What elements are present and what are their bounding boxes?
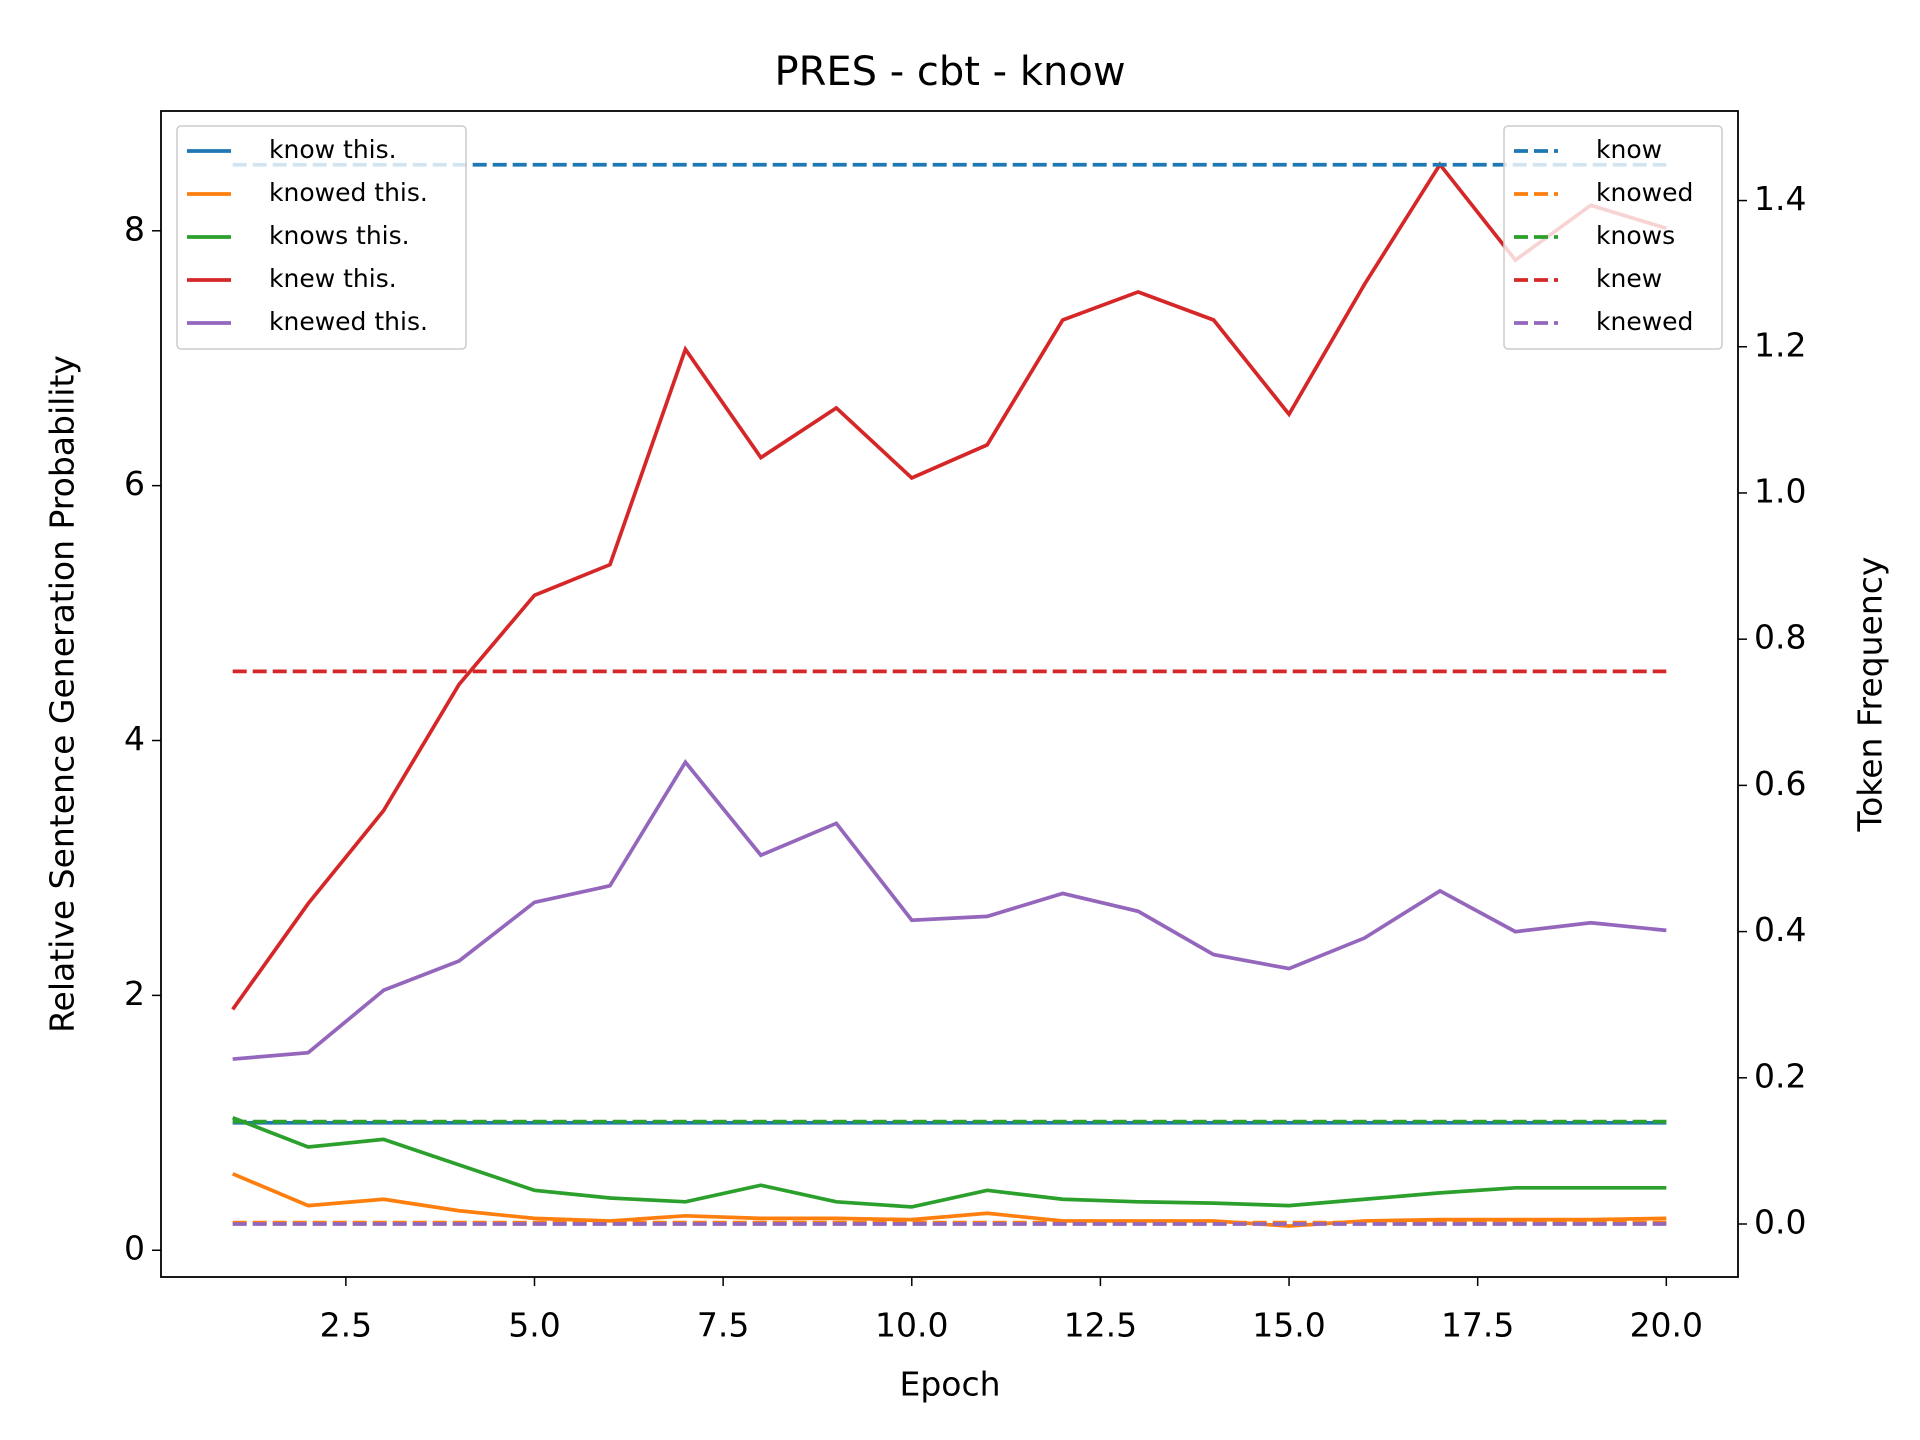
y2-tick-label: 0.2 (1754, 1056, 1806, 1095)
chart-title: PRES - cbt - know (774, 49, 1125, 95)
legend-y2: know knowed knows knew knewed (1503, 125, 1723, 350)
y2-tick-label: 1.4 (1754, 179, 1806, 218)
x-tick-label: 12.5 (1064, 1306, 1137, 1345)
probability-line (231, 1172, 1667, 1228)
y2-tick-label: 0.0 (1754, 1203, 1806, 1242)
y-tick-label: 8 (124, 209, 145, 248)
probability-line (232, 758, 1667, 1061)
y-tick-label: 4 (124, 719, 145, 758)
legend-label: knewed this. (269, 307, 428, 336)
legend-box (176, 125, 467, 350)
legend-label: knew (1596, 264, 1662, 293)
x-tick-label: 15.0 (1252, 1306, 1325, 1345)
probability-line (231, 161, 1667, 1011)
y2-tick-label: 0.6 (1754, 764, 1806, 803)
legend-label: know (1596, 135, 1662, 164)
y2-tick-label: 0.8 (1754, 618, 1806, 657)
legend-label: knew this. (269, 264, 397, 293)
plot-frame (160, 110, 1739, 1278)
y-tick-label: 6 (124, 464, 145, 503)
x-tick-label: 7.5 (697, 1306, 749, 1345)
y2-tick-label: 1.0 (1754, 471, 1806, 510)
y2-axis-label: Token Frequency (1851, 557, 1890, 833)
probability-line (232, 1115, 1667, 1209)
legend-label: knows this. (269, 221, 410, 250)
legend-label: knewed (1596, 307, 1693, 336)
legend-label: knowed this. (269, 178, 428, 207)
y-axis-label: Relative Sentence Generation Probability (43, 355, 82, 1033)
y-tick-label: 0 (124, 1229, 145, 1268)
legend-label: know this. (269, 135, 397, 164)
y-tick-label: 2 (124, 974, 145, 1013)
x-tick-label: 2.5 (320, 1306, 372, 1345)
legend-label: knows (1596, 221, 1675, 250)
y2-tick-label: 1.2 (1754, 325, 1806, 364)
legend: know this. knowed this. knows this. knew th… (176, 125, 467, 350)
x-axis-label: Epoch (899, 1365, 1000, 1404)
x-tick-label: 10.0 (875, 1306, 948, 1345)
legend-label: knowed (1596, 178, 1693, 207)
x-tick-label: 5.0 (508, 1306, 560, 1345)
x-tick-label: 17.5 (1441, 1306, 1514, 1345)
legend-box (1503, 125, 1723, 350)
x-tick-label: 20.0 (1630, 1306, 1703, 1345)
y2-tick-label: 0.4 (1754, 910, 1806, 949)
